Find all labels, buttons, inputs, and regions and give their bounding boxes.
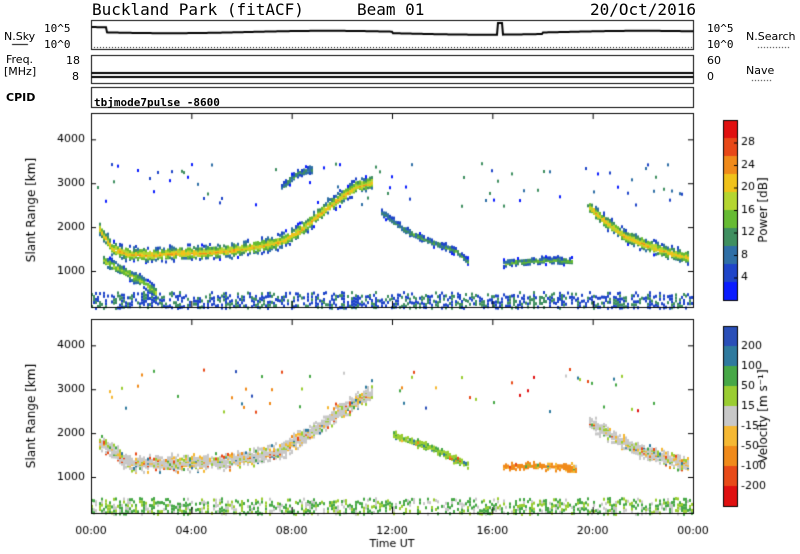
cpid-label: CPID [6,91,36,104]
cpid-value: tbjmode7pulse -8600 [94,96,220,109]
date-label: 20/Oct/2016 [590,0,696,19]
freq-tick-top: 18 [66,54,80,67]
nsearch-tick-top: 10^5 [707,22,734,35]
nsky-tick-top: 10^5 [44,22,71,35]
nave-tick-bottom: 0 [707,70,714,83]
station-title: Buckland Park (fitACF) [92,0,304,19]
mhz-label: [MHz] [4,65,37,78]
nsky-tick-bottom: 10^0 [44,38,71,51]
nsky-label: N.Sky [4,30,36,43]
beam-label: Beam 01 [357,0,425,19]
nave-label: Nave [746,64,775,77]
nsearch-label: N.Search [746,30,796,43]
nsearch-tick-bottom: 10^0 [707,38,734,51]
nave-tick-top: 60 [707,54,721,67]
freq-label: Freq. [6,53,34,66]
freq-tick-bottom: 8 [72,70,79,83]
